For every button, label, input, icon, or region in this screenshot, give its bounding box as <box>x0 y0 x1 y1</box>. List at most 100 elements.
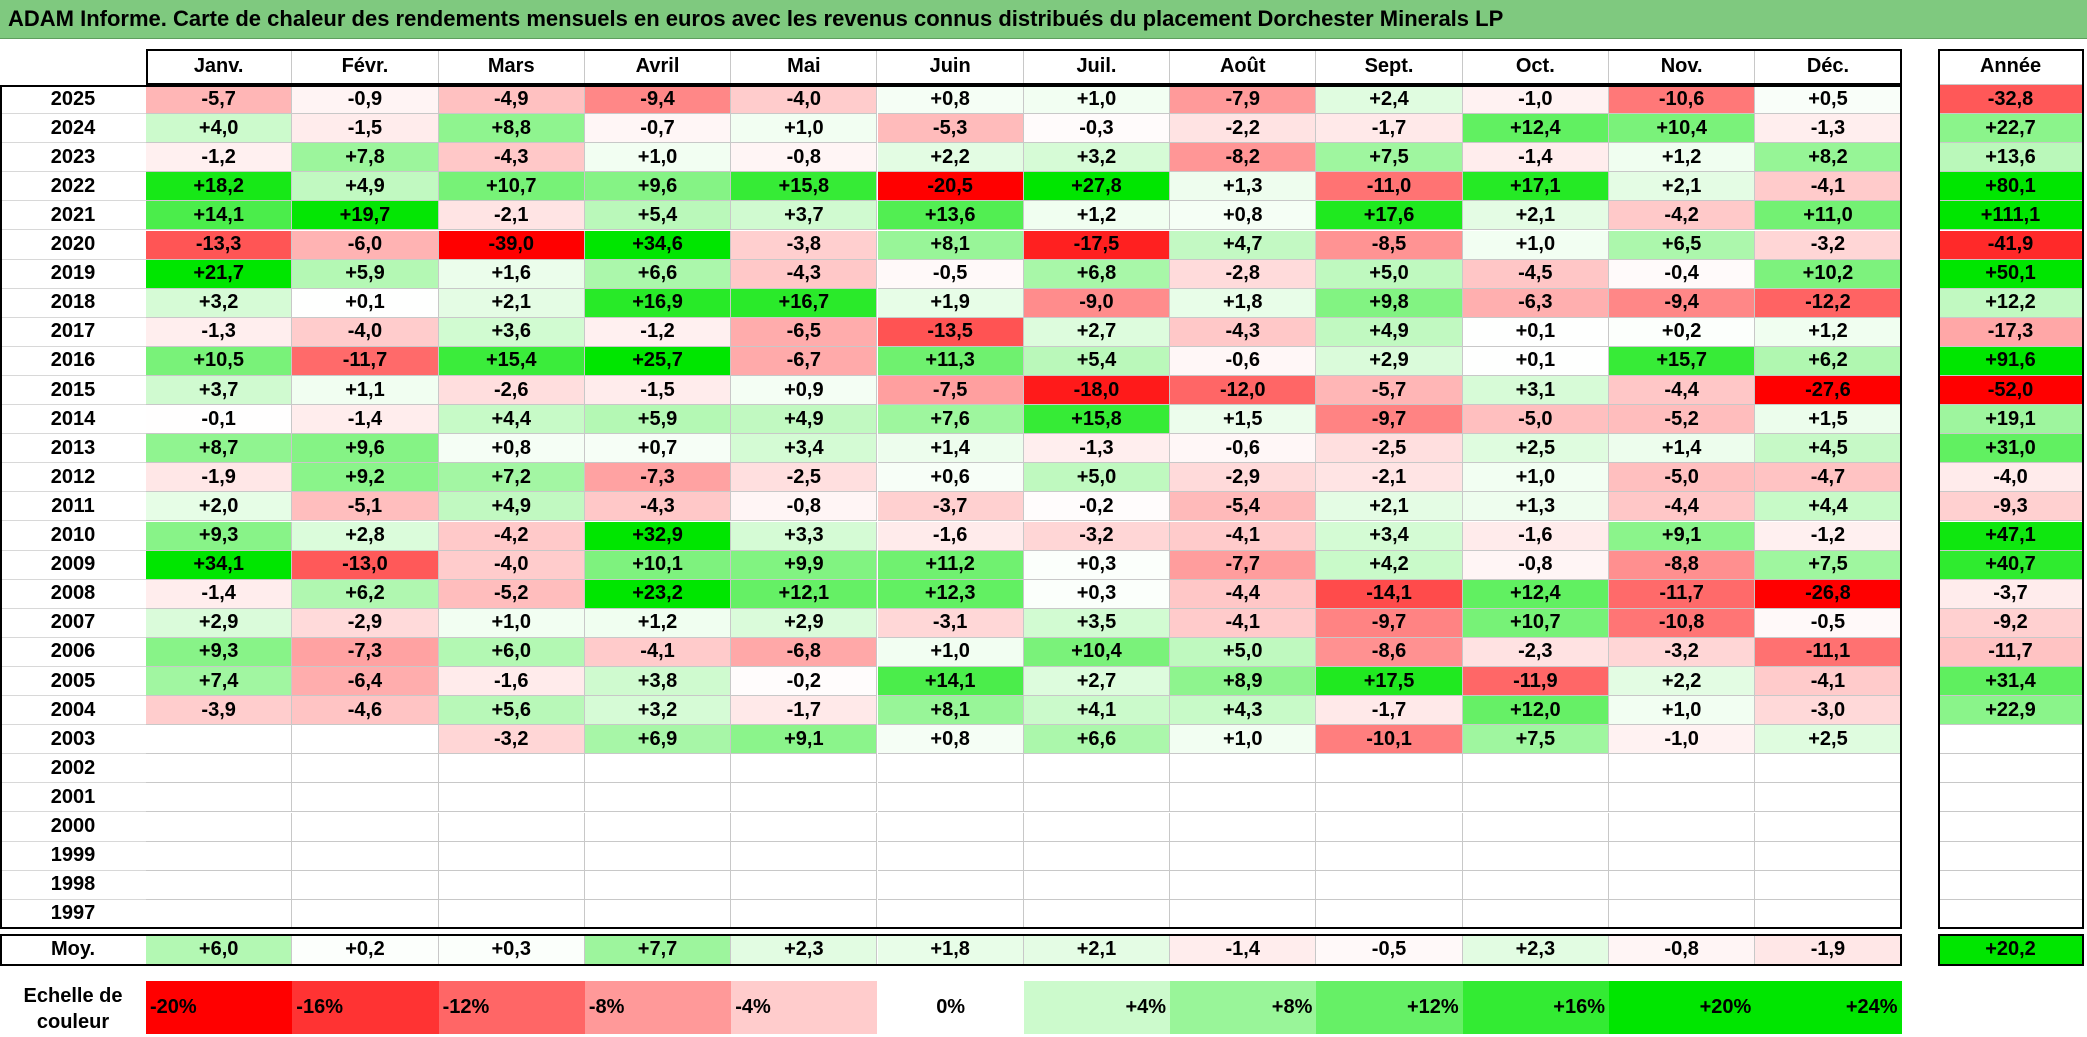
month-header: Nov. <box>1609 49 1756 85</box>
heat-cell: -6,7 <box>731 346 878 376</box>
annual-cell: +19,1 <box>1938 405 2084 435</box>
heat-cell: +18,2 <box>146 172 293 202</box>
heat-cell: +27,8 <box>1023 172 1171 202</box>
heat-cell <box>292 754 439 784</box>
heat-cell: -1,4 <box>1462 143 1609 173</box>
heat-cell: +9,3 <box>146 637 293 667</box>
heat-cell: -2,9 <box>292 608 439 638</box>
year-label: 2000 <box>0 813 146 842</box>
heat-cell: -4,0 <box>731 85 878 115</box>
heat-cell: -11,7 <box>1609 579 1756 609</box>
heat-cell <box>1462 870 1609 900</box>
heat-cell: +6,2 <box>1755 346 1902 376</box>
heat-cell: -3,2 <box>1755 230 1902 260</box>
heat-cell: +10,7 <box>438 172 585 202</box>
heat-cell <box>146 725 293 755</box>
heat-cell: +7,2 <box>438 463 585 493</box>
heat-cell: -0,7 <box>584 114 732 144</box>
heat-cell: +0,3 <box>1023 579 1171 609</box>
year-label: 2011 <box>0 492 146 522</box>
heat-cell: +9,1 <box>1609 521 1756 551</box>
heat-cell <box>1462 812 1609 842</box>
heat-cell: +3,7 <box>146 376 293 406</box>
heat-cell: -0,8 <box>1462 550 1609 580</box>
year-label: 2003 <box>0 725 146 755</box>
heat-cell <box>877 812 1024 842</box>
heat-cell: -5,1 <box>292 492 439 522</box>
heat-cell: +2,4 <box>1316 85 1463 115</box>
average-cell: -1,9 <box>1755 934 1902 966</box>
heat-cell: +7,4 <box>146 667 293 697</box>
heat-cell: +0,1 <box>1462 317 1609 347</box>
month-header: Déc. <box>1755 49 1902 85</box>
year-label: 1998 <box>0 871 146 900</box>
average-cell: +6,0 <box>146 934 293 966</box>
heat-cell: +1,0 <box>731 114 878 144</box>
heat-cell <box>292 841 439 871</box>
annual-cell: -9,2 <box>1938 608 2084 638</box>
year-label: 2004 <box>0 696 146 726</box>
heat-cell: -6,8 <box>731 637 878 667</box>
heat-cell: -1,7 <box>1316 114 1463 144</box>
heat-cell <box>146 754 293 784</box>
annual-cell: +31,0 <box>1938 434 2084 464</box>
heat-cell: +1,5 <box>1755 405 1902 435</box>
heat-cell: -11,7 <box>292 346 439 376</box>
heat-cell <box>292 899 439 929</box>
year-label: 2001 <box>0 783 146 813</box>
heat-cell <box>1023 783 1171 813</box>
heat-cell: -4,1 <box>584 637 732 667</box>
heat-cell: -4,0 <box>438 550 585 580</box>
heat-cell: +0,8 <box>1170 201 1317 231</box>
heat-cell: +8,2 <box>1755 143 1902 173</box>
heat-cell: +3,1 <box>1462 376 1609 406</box>
average-cell: +7,7 <box>584 934 732 966</box>
color-scale-swatch: +24% <box>1755 981 1902 1034</box>
heat-cell <box>731 783 878 813</box>
heat-cell <box>146 841 293 871</box>
heat-cell: +1,2 <box>1609 143 1756 173</box>
heat-cell: +3,7 <box>731 201 878 231</box>
heat-cell: +3,6 <box>438 317 585 347</box>
heat-cell: -2,8 <box>1170 259 1317 289</box>
heat-cell <box>584 899 732 929</box>
heat-cell: -8,6 <box>1316 637 1463 667</box>
heat-cell: -1,6 <box>438 667 585 697</box>
heat-cell: +10,1 <box>584 550 732 580</box>
year-label: 2014 <box>0 405 146 435</box>
heat-cell: +7,5 <box>1462 725 1609 755</box>
heat-cell: +1,0 <box>1462 230 1609 260</box>
color-scale-swatch: -20% <box>146 981 293 1034</box>
month-header: Août <box>1170 49 1317 85</box>
heat-cell: -4,9 <box>438 85 585 115</box>
heat-cell: +14,1 <box>877 667 1024 697</box>
color-scale-swatch: -8% <box>584 981 732 1034</box>
year-label: 2017 <box>0 318 146 347</box>
heat-cell: +5,4 <box>1023 346 1171 376</box>
heat-cell: -20,5 <box>877 172 1024 202</box>
heat-cell: -3,1 <box>877 608 1024 638</box>
heat-cell: -4,3 <box>438 143 585 173</box>
heat-cell: +2,1 <box>1462 201 1609 231</box>
heat-cell: +0,9 <box>731 376 878 406</box>
heat-cell: +2,7 <box>1023 667 1171 697</box>
heat-cell: +1,9 <box>877 288 1024 318</box>
heat-cell: +2,5 <box>1462 434 1609 464</box>
heat-cell: -11,1 <box>1755 637 1902 667</box>
year-label: 2009 <box>0 551 146 580</box>
heat-cell: -2,5 <box>1316 434 1463 464</box>
heat-cell: -9,7 <box>1316 405 1463 435</box>
heat-cell <box>146 812 293 842</box>
average-cell: +1,8 <box>877 934 1024 966</box>
heat-cell: +0,5 <box>1755 85 1902 115</box>
annual-cell <box>1938 899 2084 929</box>
heat-cell: +4,2 <box>1316 550 1463 580</box>
heat-cell <box>292 812 439 842</box>
heat-cell: -5,3 <box>877 114 1024 144</box>
heat-cell: -26,8 <box>1755 579 1902 609</box>
heat-cell <box>1609 812 1756 842</box>
heat-cell: -6,4 <box>292 667 439 697</box>
heat-cell: +3,8 <box>584 667 732 697</box>
heat-cell: +15,8 <box>731 172 878 202</box>
heat-cell: +6,5 <box>1609 230 1756 260</box>
